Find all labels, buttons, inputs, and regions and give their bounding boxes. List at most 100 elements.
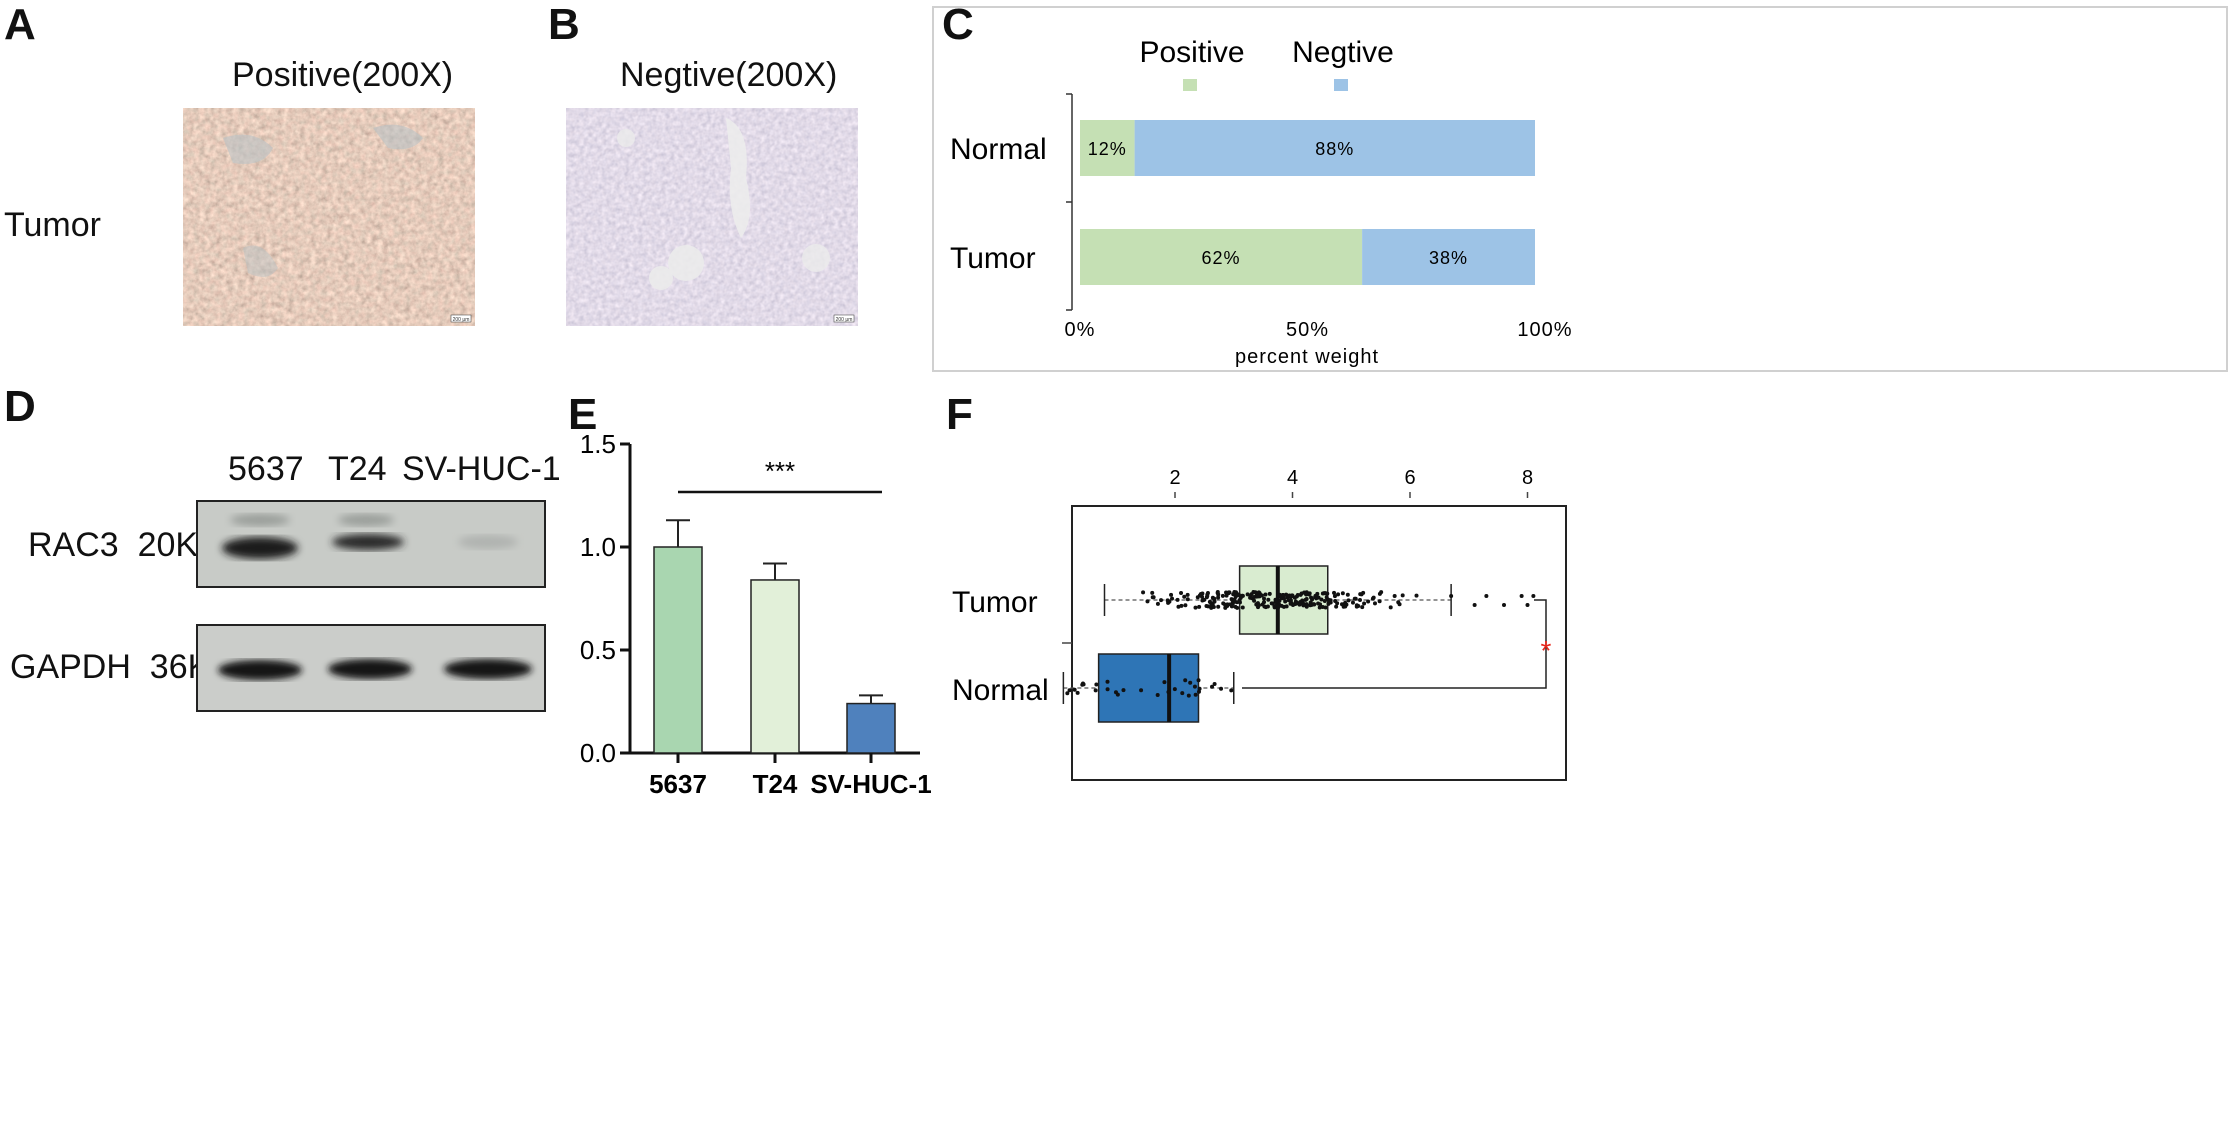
chart-f-point-tumor xyxy=(1310,597,1315,602)
chart-f-point-tumor xyxy=(1306,592,1311,597)
chart-e-y-tick-label-1: 0.5 xyxy=(580,635,616,665)
chart-f-point-tumor xyxy=(1200,591,1205,596)
chart-f-point-normal xyxy=(1080,681,1085,686)
chart-f-point-tumor xyxy=(1278,594,1283,599)
chart-f-point-tumor xyxy=(1370,596,1375,601)
chart-f-frame xyxy=(1071,505,1567,781)
chart-f-point-tumor xyxy=(1343,604,1348,609)
chart-f-point-tumor xyxy=(1308,600,1313,605)
chart-f-point-tumor xyxy=(1322,598,1327,603)
chart-f-point-normal xyxy=(1105,687,1110,692)
chart-f-point-tumor xyxy=(1230,597,1235,602)
scale-bar-a: 200 μm xyxy=(453,317,470,323)
chart-f-point-tumor xyxy=(1215,590,1220,595)
chart-f-point-tumor xyxy=(1288,601,1293,606)
band-rac3-t24 xyxy=(332,534,404,550)
chart-f-point-tumor xyxy=(1233,590,1238,595)
chart-e-bar-0 xyxy=(653,546,703,754)
chart-f-point-tumor xyxy=(1286,598,1291,603)
chart-f-point-tumor xyxy=(1279,603,1284,608)
chart-f-point-tumor xyxy=(1256,590,1261,595)
chart-f-point-tumor xyxy=(1284,604,1289,609)
panel-f-letter: F xyxy=(946,390,973,439)
chart-f-point-tumor xyxy=(1342,601,1347,606)
chart-f-point-tumor xyxy=(1267,591,1272,596)
chart-e-y-tick-label-0: 0.0 xyxy=(580,738,616,768)
chart-f-point-tumor xyxy=(1200,594,1205,599)
chart-e-significance-label: *** xyxy=(765,456,795,486)
chart-f-point-tumor xyxy=(1359,592,1364,597)
chart-f-x-tick-label-1: 4 xyxy=(1287,467,1298,489)
chart-f-point-tumor xyxy=(1228,602,1233,607)
chart-f-point-tumor xyxy=(1332,594,1337,599)
chart-f-point-tumor xyxy=(1227,590,1232,595)
chart-f-category-normal: Normal xyxy=(952,674,1049,707)
chart-f-point-tumor xyxy=(1396,600,1401,605)
chart-f-point-normal xyxy=(1219,686,1224,691)
chart-f-point-tumor xyxy=(1166,600,1171,605)
chart-f-point-tumor xyxy=(1292,595,1297,600)
chart-f-point-tumor xyxy=(1231,591,1236,596)
chart-f-point-tumor xyxy=(1360,605,1365,610)
band-rac3-svhuc1 xyxy=(458,535,518,549)
chart-f-point-tumor xyxy=(1326,601,1331,606)
chart-f-point-normal xyxy=(1115,692,1120,697)
chart-f-point-tumor xyxy=(1225,602,1230,607)
chart-f-point-tumor xyxy=(1183,603,1188,608)
chart-f-point-tumor xyxy=(1277,592,1282,597)
ihc-negative-image: 200 μm xyxy=(566,108,858,326)
chart-f-point-tumor xyxy=(1256,605,1261,610)
chart-f-point-tumor xyxy=(1257,594,1262,599)
chart-f-point-tumor xyxy=(1297,602,1302,607)
chart-f-point-tumor xyxy=(1350,600,1355,605)
chart-f-point-tumor xyxy=(1248,593,1253,598)
chart-f-point-normal xyxy=(1162,680,1167,685)
chart-f-point-tumor xyxy=(1226,590,1231,595)
scale-bar-b: 200 μm xyxy=(836,317,853,323)
chart-e-x-tick-label-2: SV-HUC-1 xyxy=(810,769,931,799)
chart-f-point-tumor xyxy=(1290,593,1295,598)
chart-f-outlier-tumor xyxy=(1525,603,1530,607)
chart-f-point-tumor xyxy=(1179,603,1184,608)
chart-f-point-tumor xyxy=(1167,599,1172,604)
chart-f-point-normal xyxy=(1193,692,1198,697)
chart-f-point-normal xyxy=(1081,682,1086,687)
chart-f-point-normal xyxy=(1139,688,1144,693)
chart-f-point-tumor xyxy=(1224,593,1229,598)
chart-f-point-tumor xyxy=(1299,591,1304,596)
chart-f-point-tumor xyxy=(1400,593,1405,598)
chart-f-point-tumor xyxy=(1328,600,1333,605)
chart-f-point-tumor xyxy=(1358,592,1363,597)
chart-f-point-tumor xyxy=(1185,592,1190,597)
chart-f-point-tumor xyxy=(1392,593,1397,598)
chart-f-point-tumor xyxy=(1232,590,1237,595)
chart-f-point-tumor xyxy=(1230,601,1235,606)
chart-f-point-tumor xyxy=(1215,591,1220,596)
chart-f-point-tumor xyxy=(1151,595,1156,600)
chart-f-point-tumor xyxy=(1165,598,1170,603)
ihc-positive-image: 200 μm xyxy=(183,108,475,326)
chart-f-point-tumor xyxy=(1323,591,1328,596)
lane-label-5637: 5637 xyxy=(228,450,304,488)
chart-f-point-tumor xyxy=(1287,593,1292,598)
chart-f-x-tick-label-0: 2 xyxy=(1169,467,1180,489)
chart-f-point-tumor xyxy=(1249,592,1254,597)
chart-e-bar-1 xyxy=(750,579,800,754)
chart-f-point-tumor xyxy=(1256,603,1261,608)
chart-f-point-tumor xyxy=(1260,602,1265,607)
lane-label-svhuc1: SV-HUC-1 xyxy=(402,450,561,488)
band-gapdh-t24 xyxy=(328,659,412,679)
chart-f-point-tumor xyxy=(1304,604,1309,609)
chart-f-point-tumor xyxy=(1366,599,1371,604)
chart-f-point-tumor xyxy=(1176,604,1181,609)
chart-f-point-normal xyxy=(1121,688,1126,693)
chart-f-point-tumor xyxy=(1224,603,1229,608)
chart-f-point-tumor xyxy=(1325,591,1330,596)
chart-f-point-tumor xyxy=(1240,605,1245,610)
chart-f-point-tumor xyxy=(1324,595,1329,600)
chart-f-point-tumor xyxy=(1274,598,1279,603)
chart-f-point-tumor xyxy=(1322,591,1327,596)
chart-f-point-tumor xyxy=(1343,600,1348,605)
chart-f-point-tumor xyxy=(1300,598,1305,603)
chart-f-point-tumor xyxy=(1311,602,1316,607)
